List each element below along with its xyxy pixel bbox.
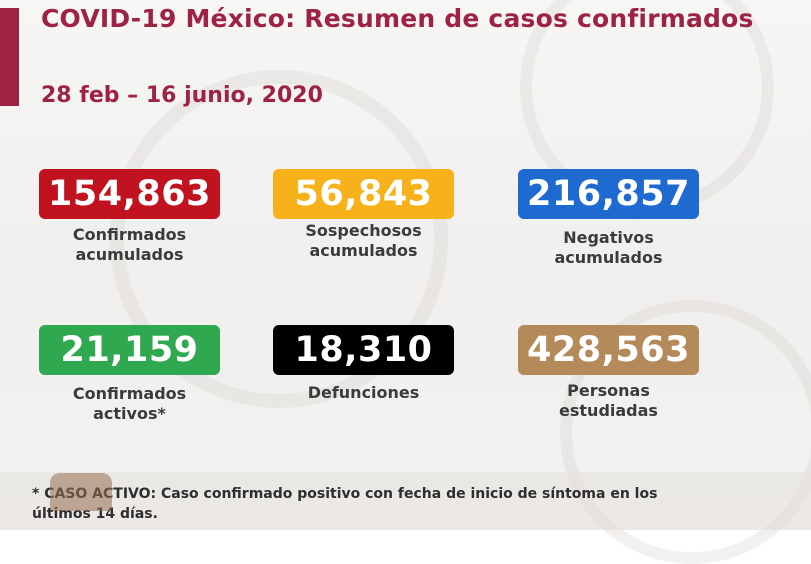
stat-label-line: Sospechosos <box>305 221 422 240</box>
accent-bar <box>0 8 19 106</box>
stat-negativos-acumulados-value: 216,857 <box>518 169 699 219</box>
footnote-line: últimos 14 días. <box>32 506 158 522</box>
stat-confirmados-acumulados-value: 154,863 <box>39 169 220 219</box>
bottom-strip <box>0 472 811 530</box>
stat-label-line: Defunciones <box>307 383 420 402</box>
stat-label-line: acumulados <box>554 248 663 267</box>
emblem-icon <box>50 473 112 511</box>
stat-label-line: estudiadas <box>559 401 658 420</box>
stat-sospechosos-acumulados-label: Sospechosos acumulados <box>273 221 454 261</box>
stat-confirmados-activos-label: Confirmados activos* <box>39 384 220 424</box>
date-range: 28 feb – 16 junio, 2020 <box>41 83 323 108</box>
stat-label-line: Personas <box>567 381 650 400</box>
stat-sospechosos-acumulados-value: 56,843 <box>273 169 454 219</box>
stat-label-line: acumulados <box>309 241 418 260</box>
stat-defunciones-label: Defunciones <box>273 383 454 403</box>
stat-label-line: Confirmados <box>72 225 187 244</box>
stat-personas-estudiadas-label: Personas estudiadas <box>518 381 699 421</box>
stat-defunciones-value: 18,310 <box>273 325 454 375</box>
stat-confirmados-activos-value: 21,159 <box>39 325 220 375</box>
stat-label-line: Confirmados <box>72 384 187 403</box>
page-title: COVID-19 México: Resumen de casos confir… <box>41 4 754 33</box>
stat-personas-estudiadas-value: 428,563 <box>518 325 699 375</box>
stat-label-line: Negativos <box>563 228 654 247</box>
footnote: * CASO ACTIVO: Caso confirmado positivo … <box>32 484 752 524</box>
stat-label-line: acumulados <box>75 245 184 264</box>
stat-negativos-acumulados-label: Negativos acumulados <box>518 228 699 268</box>
stat-label-line: activos* <box>93 404 166 423</box>
footnote-line: * CASO ACTIVO: Caso confirmado positivo … <box>32 486 658 502</box>
stat-confirmados-acumulados-label: Confirmados acumulados <box>39 225 220 265</box>
